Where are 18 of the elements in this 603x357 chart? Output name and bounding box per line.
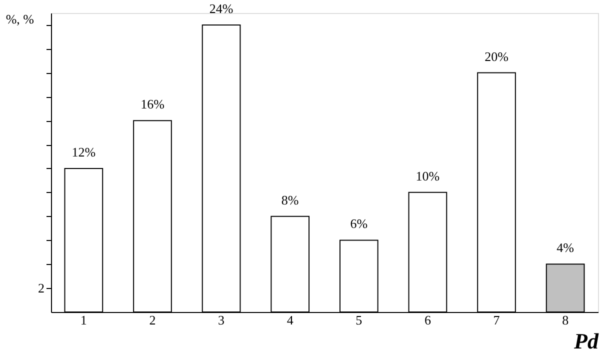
y-axis-title: %, % [6, 12, 34, 26]
x-axis-title: Pd [573, 328, 600, 354]
x-tick-label: 6 [424, 312, 432, 328]
data-label: 16% [140, 96, 165, 112]
x-tick-label: 3 [218, 312, 225, 328]
x-tick-label: 2 [149, 312, 156, 328]
data-label: 8% [281, 192, 299, 208]
x-tick-label: 8 [562, 312, 569, 328]
x-tick-label: 7 [493, 312, 500, 328]
x-tick-label: 5 [356, 312, 362, 328]
data-label: 4% [556, 240, 574, 256]
x-tick-label: 4 [286, 312, 294, 328]
data-label: 6% [350, 216, 368, 232]
data-label: 12% [72, 144, 96, 160]
x-tick-label: 1 [80, 312, 87, 328]
data-label: 10% [416, 168, 440, 184]
data-label: 24% [209, 0, 234, 16]
data-label: 20% [484, 48, 509, 64]
